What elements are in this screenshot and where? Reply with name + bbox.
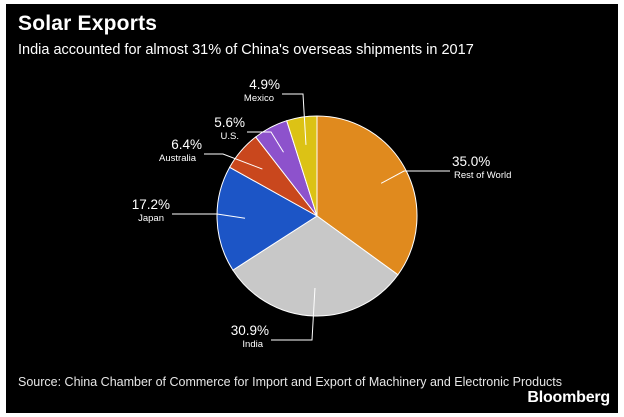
slice-value-label: 4.9% (249, 77, 280, 92)
pie-chart: 35.0%Rest of World 30.9%India 17.2%Japan 6.… (132, 77, 512, 350)
leader-line (282, 93, 307, 145)
slice-category-label: Mexico (244, 93, 274, 104)
slice-value-label: 5.6% (214, 115, 245, 130)
leader-line (172, 213, 246, 219)
leader-line (247, 131, 284, 153)
pie-slice-japan (216, 166, 318, 271)
slice-value-label: 6.4% (171, 137, 202, 152)
chart-card: Solar Exports India accounted for almost… (6, 4, 618, 413)
slice-value-label: 17.2% (132, 197, 170, 212)
pie-slices (216, 115, 418, 317)
chart-title: Solar Exports (18, 12, 158, 35)
slice-category-label: Australia (159, 153, 197, 164)
pie-slice-mexico (286, 115, 318, 217)
source-note: Source: China Chamber of Commerce for Im… (18, 375, 562, 389)
slice-category-label: India (242, 339, 263, 350)
slice-category-label: Rest of World (454, 170, 511, 181)
leader-line (204, 153, 263, 170)
slice-value-label: 30.9% (231, 323, 269, 338)
pie-slice-india (232, 215, 399, 317)
leader-line (380, 170, 450, 184)
leader-line (271, 287, 316, 341)
slice-category-label: U.S. (221, 131, 239, 142)
leader-lines (172, 93, 450, 341)
bloomberg-logo: Bloomberg (527, 389, 610, 406)
chart-subtitle: India accounted for almost 31% of China'… (18, 42, 474, 58)
slice-category-label: Japan (138, 213, 164, 224)
slice-value-label: 35.0% (452, 154, 490, 169)
slice-labels: 35.0%Rest of World 30.9%India 17.2%Japan 6.… (132, 77, 512, 350)
